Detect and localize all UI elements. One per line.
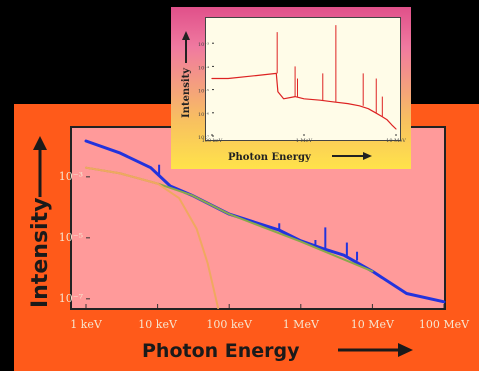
inset-series-layer xyxy=(211,72,397,130)
main-line-layer xyxy=(158,164,359,261)
main-chart: 1 keV 10 keV 100 keV 1 MeV 10 MeV 100 MeV 10⁻… xyxy=(28,136,470,362)
inset-y-ticks: 10⁻³ 10⁻⁴ 10⁻⁵ 10⁻⁶ 10⁻⁷ xyxy=(198,42,214,141)
inset-y-tick-label: 10⁻⁵ xyxy=(198,89,209,95)
main-series-continuum-line xyxy=(85,166,374,273)
main-y-axis-label: Intensity xyxy=(28,198,53,308)
main-x-tick-label: 1 MeV xyxy=(283,318,320,331)
inset-x-tick-label: 10 MeV xyxy=(386,138,406,144)
inset-x-tick-label: 1 MeV xyxy=(296,138,313,144)
main-x-tick-label: 1 keV xyxy=(70,318,103,331)
main-y-tick-label: 10⁻⁷ xyxy=(59,292,84,305)
main-x-axis-label: Photon Energy xyxy=(142,340,300,362)
inset-plot-area xyxy=(205,17,401,141)
inset-y-tick-label: 10⁻⁷ xyxy=(198,135,209,141)
inset-chart: 100 keV 1 MeV 10 MeV 10⁻³10⁻⁴10⁻⁵10⁻⁶10⁻⁷ … xyxy=(181,25,406,163)
inset-x-tick-label: 100 keV xyxy=(202,138,223,144)
main-x-tick-label: 10 MeV xyxy=(351,318,395,331)
inset-y-axis-arrow xyxy=(182,31,190,63)
main-x-tick-label: 10 keV xyxy=(138,318,178,331)
inset-x-ticks: 100 keV 1 MeV 10 MeV xyxy=(202,134,406,144)
main-x-tick-label: 100 keV xyxy=(206,318,253,331)
inset-line-layer xyxy=(276,25,383,117)
main-y-ticks: 10⁻³ 10⁻⁵ 10⁻⁷ xyxy=(59,170,90,305)
main-series-thermal-line xyxy=(85,166,220,309)
main-y-tick-label: 10⁻³ xyxy=(59,170,83,183)
inset-series-spectrum-line xyxy=(211,72,397,130)
main-y-tick-label: 10⁻⁵ xyxy=(59,231,83,244)
main-x-tick-label: 100 MeV xyxy=(419,318,470,331)
main-series-layer xyxy=(84,139,446,309)
inset-y-tick-label: 10⁻⁴ xyxy=(198,65,209,71)
inset-y-tick-label: 10⁻³ xyxy=(198,42,209,48)
inset-y-tick-label: 10⁻⁶ xyxy=(198,112,209,118)
inset-x-axis-arrow xyxy=(332,152,372,160)
main-x-ticks: 1 keV 10 keV 100 keV 1 MeV 10 MeV 100 MeV xyxy=(70,304,470,331)
inset-x-axis-label: Photon Energy xyxy=(228,152,312,163)
main-series-total-line xyxy=(84,139,446,304)
main-x-axis-arrow xyxy=(338,343,413,357)
main-y-axis-arrow xyxy=(33,136,47,197)
inset-y-axis-label: Intensity xyxy=(181,67,192,118)
